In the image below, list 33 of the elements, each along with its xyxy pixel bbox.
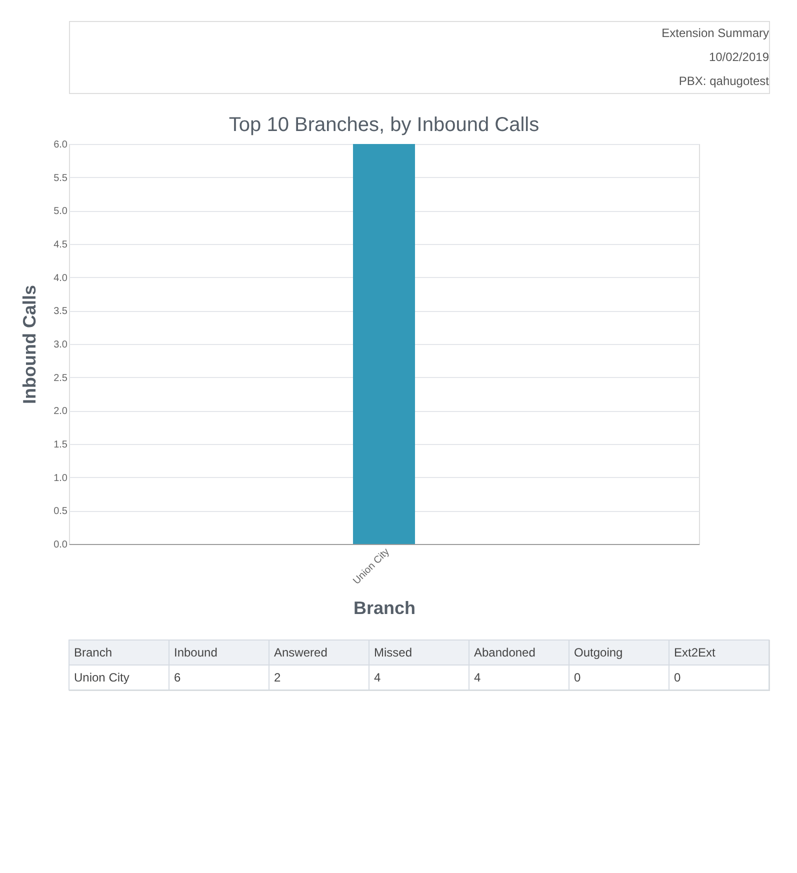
text: Extension Summary: [662, 26, 769, 40]
y-tick-label: 3.5: [54, 306, 68, 318]
text: 6: [174, 670, 181, 684]
y-tick-label: 4.5: [54, 240, 68, 250]
y-axis-title: Inbound Calls: [20, 285, 40, 404]
category-label: Ext2Ext: [674, 646, 716, 660]
category-label: Branch: [74, 646, 112, 660]
category-label: Abandoned: [474, 646, 536, 660]
x-axis-title: Branch: [353, 598, 416, 618]
text: 10/02/2019: [708, 50, 770, 64]
text: 4: [374, 670, 381, 684]
y-tick-label: 1.0: [54, 472, 68, 484]
text: 0: [674, 670, 681, 684]
category-label: Outgoing: [574, 646, 623, 660]
y-tick-label: 5.0: [54, 206, 68, 218]
category-label: Answered: [274, 646, 328, 660]
y-tick-label: 1.5: [54, 440, 68, 450]
text: PBX: qahugotest: [678, 74, 770, 88]
y-tick-label: 6.0: [54, 140, 68, 150]
text: 0: [574, 670, 581, 684]
y-tick-label: 4.0: [54, 272, 68, 284]
y-tick-label: 2.0: [54, 406, 68, 418]
chart-title: Top 10 Branches, by Inbound Calls: [228, 114, 540, 136]
category-label: Inbound: [174, 646, 218, 660]
y-tick-label: 0.5: [54, 506, 68, 518]
category-label: Missed: [374, 646, 412, 660]
text: 4: [474, 670, 481, 684]
y-tick-label: 0.0: [54, 540, 68, 550]
y-tick-label: 5.5: [54, 172, 68, 184]
y-tick-label: 2.5: [54, 372, 68, 384]
y-tick-label: 3.0: [54, 340, 68, 350]
text: 2: [274, 670, 281, 684]
text: Union City: [74, 670, 130, 684]
